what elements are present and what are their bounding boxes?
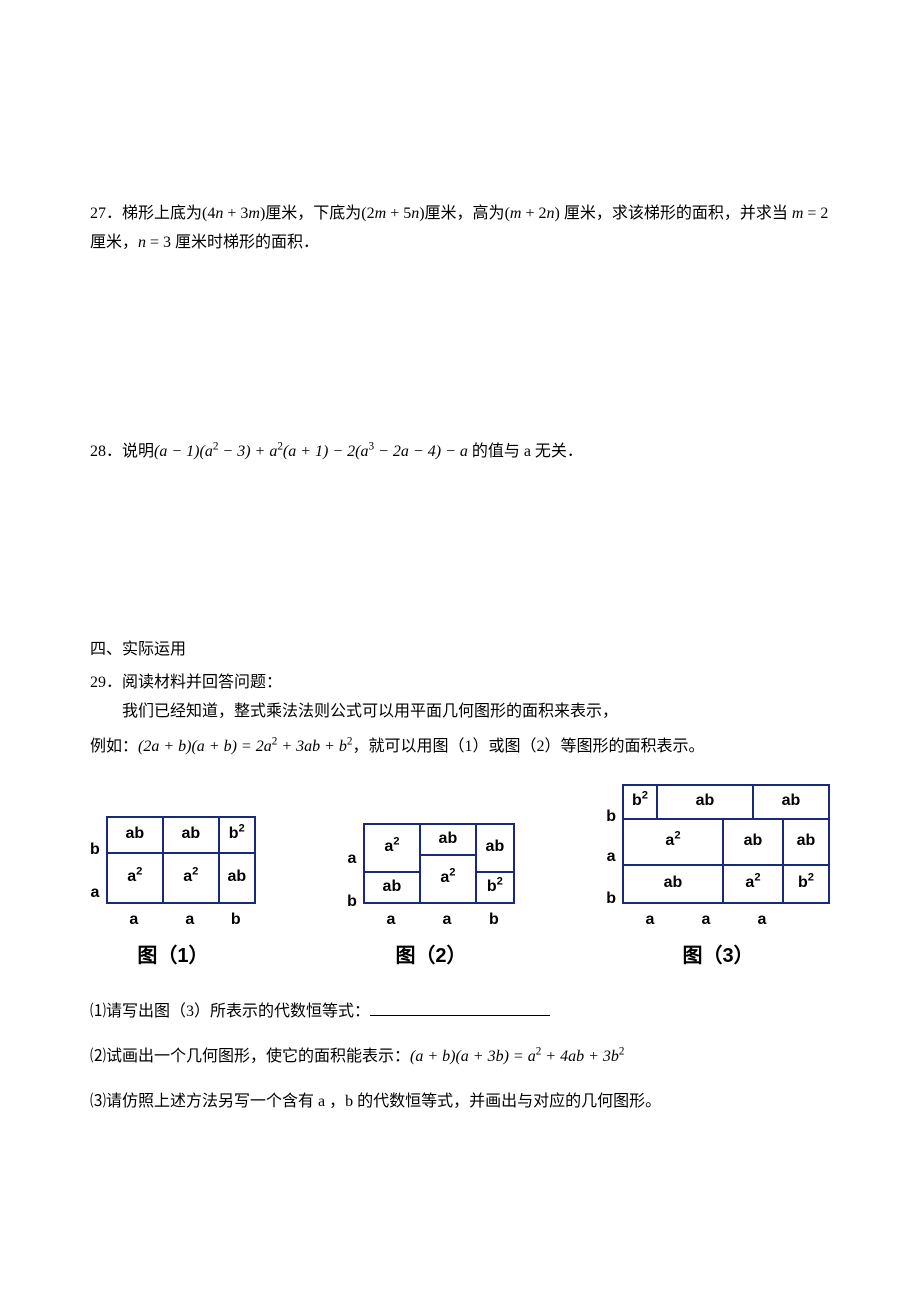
fig1-caption: 图（1） [137,938,208,974]
q29-para1: 我们已经知道，整式乘法法则公式可以用平面几何图形的面积来表示， [90,698,830,727]
problem-28: 28．说明(a − 1)(a2 − 3) + a2(a + 1) − 2(a3 … [90,438,830,467]
q28-number: 28． [90,443,122,460]
fig2-table: a2 ab ab a2 ab b2 [363,823,515,904]
figure-1: b a ab ab b2 a2 a2 [90,816,256,975]
q29-number: 29． [90,674,122,691]
problem-27: 27．梯形上底为(4n + 3m)厘米，下底为(2m + 5n)厘米，高为(m … [90,200,830,258]
fig3-table: b2 ab ab a2 ab ab ab a2 [622,784,830,904]
fig3-caption: 图（3） [683,938,754,974]
figure-3: b a b b2 ab ab a2 [606,784,830,975]
figures-row: b a ab ab b2 a2 a2 [90,784,830,975]
q29-sub1: ⑴请写出图（3）所表示的代数恒等式： [90,998,830,1027]
figure-2: a b a2 ab ab a2 [347,823,515,975]
q29-para2: 例如：(2a + b)(a + b) = 2a2 + 3ab + b2，就可以用… [90,733,830,762]
fig2-caption: 图（2） [395,938,466,974]
problem-29: 29．阅读材料并回答问题： 我们已经知道，整式乘法法则公式可以用平面几何图形的面… [90,669,830,1117]
fig1-table: ab ab b2 a2 a2 ab [106,816,256,904]
answer-blank[interactable] [370,999,550,1016]
q29-sub3: ⑶请仿照上述方法另写一个含有 a ，b 的代数恒等式，并画出与对应的几何图形。 [90,1088,830,1117]
q27-number: 27． [90,205,122,222]
section-4-title: 四、实际运用 [90,636,830,665]
q29-sub2: ⑵试画出一个几何图形，使它的面积能表示：(a + b)(a + 3b) = a2… [90,1043,830,1072]
